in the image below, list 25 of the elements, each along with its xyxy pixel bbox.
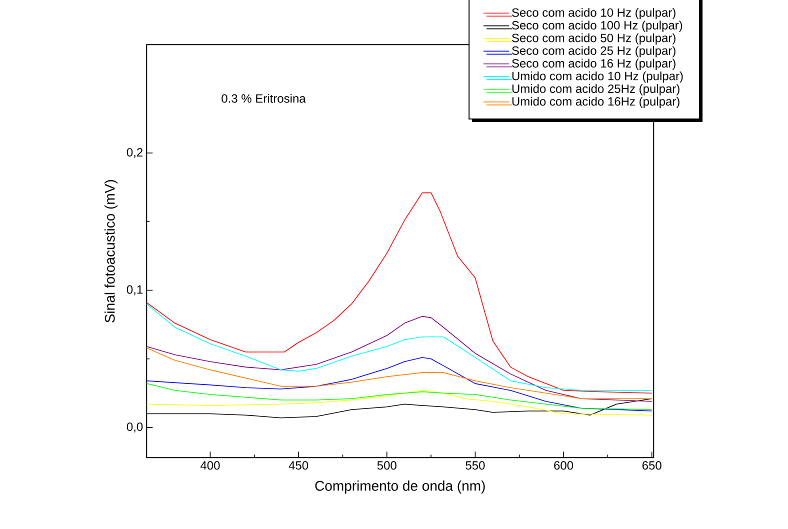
x-tick-label: 500 bbox=[377, 461, 396, 470]
x-axis-title: Comprimento de onda (nm) bbox=[315, 480, 485, 494]
legend-label: Seco com acido 50 Hz (pulpar) bbox=[512, 33, 676, 45]
legend-label: Umido com acido 16Hz (pulpar) bbox=[512, 96, 680, 108]
x-tick-label: 400 bbox=[200, 461, 220, 470]
annotation: 0.3 % Eritrosina bbox=[222, 94, 306, 103]
x-tick-label: 650 bbox=[642, 461, 662, 470]
legend-label: Umido com acido 25Hz (pulpar) bbox=[512, 84, 680, 96]
legend-label: Seco com acido 16 Hz (pulpar) bbox=[512, 58, 676, 70]
x-tick-label: 550 bbox=[466, 461, 485, 470]
legend-label: Seco com acido 25 Hz (pulpar) bbox=[512, 46, 676, 58]
x-tick-label: 450 bbox=[288, 461, 308, 470]
line-series bbox=[146, 347, 652, 400]
line-series bbox=[146, 316, 652, 402]
x-tick-label: 600 bbox=[554, 461, 574, 470]
y-tick-label: 0,0 bbox=[126, 422, 143, 432]
y-axis-title: Sinal fotoacustico (mV) bbox=[104, 180, 118, 322]
legend-label: Seco com acido 10 Hz (pulpar) bbox=[512, 8, 676, 20]
legend-label: Umido com acido 10 Hz (pulpar) bbox=[512, 71, 683, 83]
y-tick-label: 0,2 bbox=[126, 148, 142, 158]
line-series bbox=[146, 304, 652, 391]
line-series bbox=[146, 357, 652, 412]
line-series bbox=[146, 390, 652, 416]
y-tick-label: 0,1 bbox=[126, 285, 143, 296]
legend-label: Seco com acido 100 Hz (pulpar) bbox=[512, 20, 682, 32]
